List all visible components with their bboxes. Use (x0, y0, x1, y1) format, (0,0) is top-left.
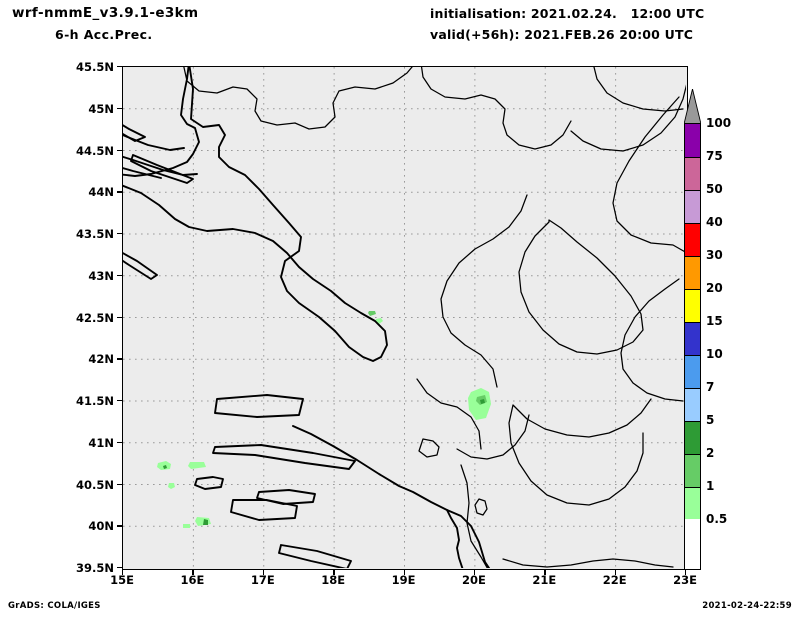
y-axis-label: 43N (88, 268, 114, 283)
footer-timestamp: 2021-02-24-22:59 (702, 601, 792, 611)
valid-time: valid(+56h): 2021.FEB.26 20:00 UTC (430, 27, 694, 42)
y-tick (117, 233, 122, 235)
y-axis-label: 40.5N (76, 477, 114, 492)
y-axis-label: 45.5N (76, 60, 114, 74)
field-subtitle: 6-h Acc.Prec. (55, 27, 153, 42)
y-axis-label: 42.5N (76, 310, 114, 325)
map-svg (123, 67, 686, 568)
map-plot-area (122, 66, 688, 570)
coastline-dalmatia (123, 67, 388, 362)
colorbar-tick-label: 1 (706, 479, 715, 493)
colorbar-segment[interactable] (684, 421, 701, 454)
colorbar-underflow (684, 519, 701, 570)
colorbar-segment[interactable] (684, 289, 701, 322)
y-axis-label: 41N (88, 435, 114, 450)
x-axis-label: 19E (391, 573, 416, 587)
colorbar-tick-label: 7 (706, 380, 715, 394)
x-tick (333, 570, 335, 575)
x-tick (122, 570, 124, 575)
x-axis-label: 21E (532, 573, 557, 587)
y-tick (117, 191, 122, 193)
coastline-albania-south (446, 509, 464, 568)
y-tick (117, 525, 122, 527)
colorbar-segment[interactable] (684, 355, 701, 388)
colorbar-overflow-arrow (684, 89, 701, 124)
x-tick (262, 570, 265, 575)
precip-patches (157, 311, 491, 528)
x-axis-label: 22E (602, 573, 627, 587)
colorbar-segment[interactable] (684, 487, 701, 520)
colorbar-tick-label: 20 (706, 281, 723, 295)
x-tick (192, 570, 194, 575)
y-tick (117, 274, 122, 277)
y-tick (117, 316, 122, 318)
colorbar-tick-label: 30 (706, 248, 723, 262)
colorbar-tick-label: 5 (706, 413, 715, 427)
x-axis-label: 20E (461, 573, 486, 587)
colorbar-tick-label: 0.5 (706, 512, 728, 526)
colorbar-tick-label: 75 (706, 149, 723, 163)
y-axis-label: 45N (88, 101, 114, 116)
y-tick (117, 149, 122, 151)
country-borders (183, 67, 686, 568)
x-axis-label: 18E (321, 573, 346, 587)
x-tick (685, 570, 687, 575)
x-tick (403, 570, 405, 575)
y-tick (117, 358, 122, 360)
colorbar-segment[interactable] (684, 124, 701, 157)
colorbar-tick-label: 100 (706, 116, 732, 130)
y-axis-label: 40N (88, 519, 114, 534)
x-axis-label: 15E (110, 573, 134, 587)
y-axis-label: 42N (88, 352, 114, 367)
colorbar-segment[interactable] (684, 190, 701, 223)
footer-credit: GrADS: COLA/IGES (8, 601, 101, 611)
y-axis-label: 44.5N (76, 143, 114, 158)
x-tick (614, 570, 617, 575)
colorbar-segment[interactable] (684, 322, 701, 355)
y-axis-label: 44N (88, 185, 114, 200)
x-axis-label: 23E (673, 573, 697, 587)
y-tick (117, 567, 122, 569)
colorbar-tick-label: 10 (706, 347, 723, 361)
y-tick (117, 483, 122, 485)
initialisation-time: initialisation: 2021.02.24. 12:00 UTC (430, 6, 705, 21)
x-axis-label: 16E (180, 573, 205, 587)
colorbar-tick-label: 15 (706, 314, 723, 328)
adriatic-islands (123, 124, 356, 568)
y-tick (117, 107, 122, 110)
gridlines (123, 67, 686, 568)
colorbar-segment[interactable] (684, 157, 701, 190)
y-tick (117, 66, 122, 68)
model-title: wrf-nmmE_v3.9.1-e3km (12, 5, 199, 21)
colorbar-tick-label: 2 (706, 446, 715, 460)
y-tick (117, 441, 122, 444)
colorbar-segment[interactable] (684, 454, 701, 487)
colorbar-tick-label: 40 (706, 215, 723, 229)
x-tick (473, 570, 476, 575)
y-axis-label: 43.5N (76, 227, 114, 241)
colorbar-segment[interactable] (684, 388, 701, 421)
y-axis-label: 39.5N (76, 561, 114, 575)
y-tick (117, 400, 122, 402)
colorbar-segment[interactable] (684, 256, 701, 289)
colorbar[interactable] (684, 123, 701, 520)
colorbar-segment[interactable] (684, 223, 701, 256)
x-axis-label: 17E (250, 573, 275, 587)
coastline-montenegro-albania (292, 425, 490, 568)
y-axis-label: 41.5N (76, 394, 114, 408)
coastline-istria (123, 67, 200, 177)
x-tick (544, 570, 546, 575)
colorbar-tick-label: 50 (706, 182, 723, 196)
